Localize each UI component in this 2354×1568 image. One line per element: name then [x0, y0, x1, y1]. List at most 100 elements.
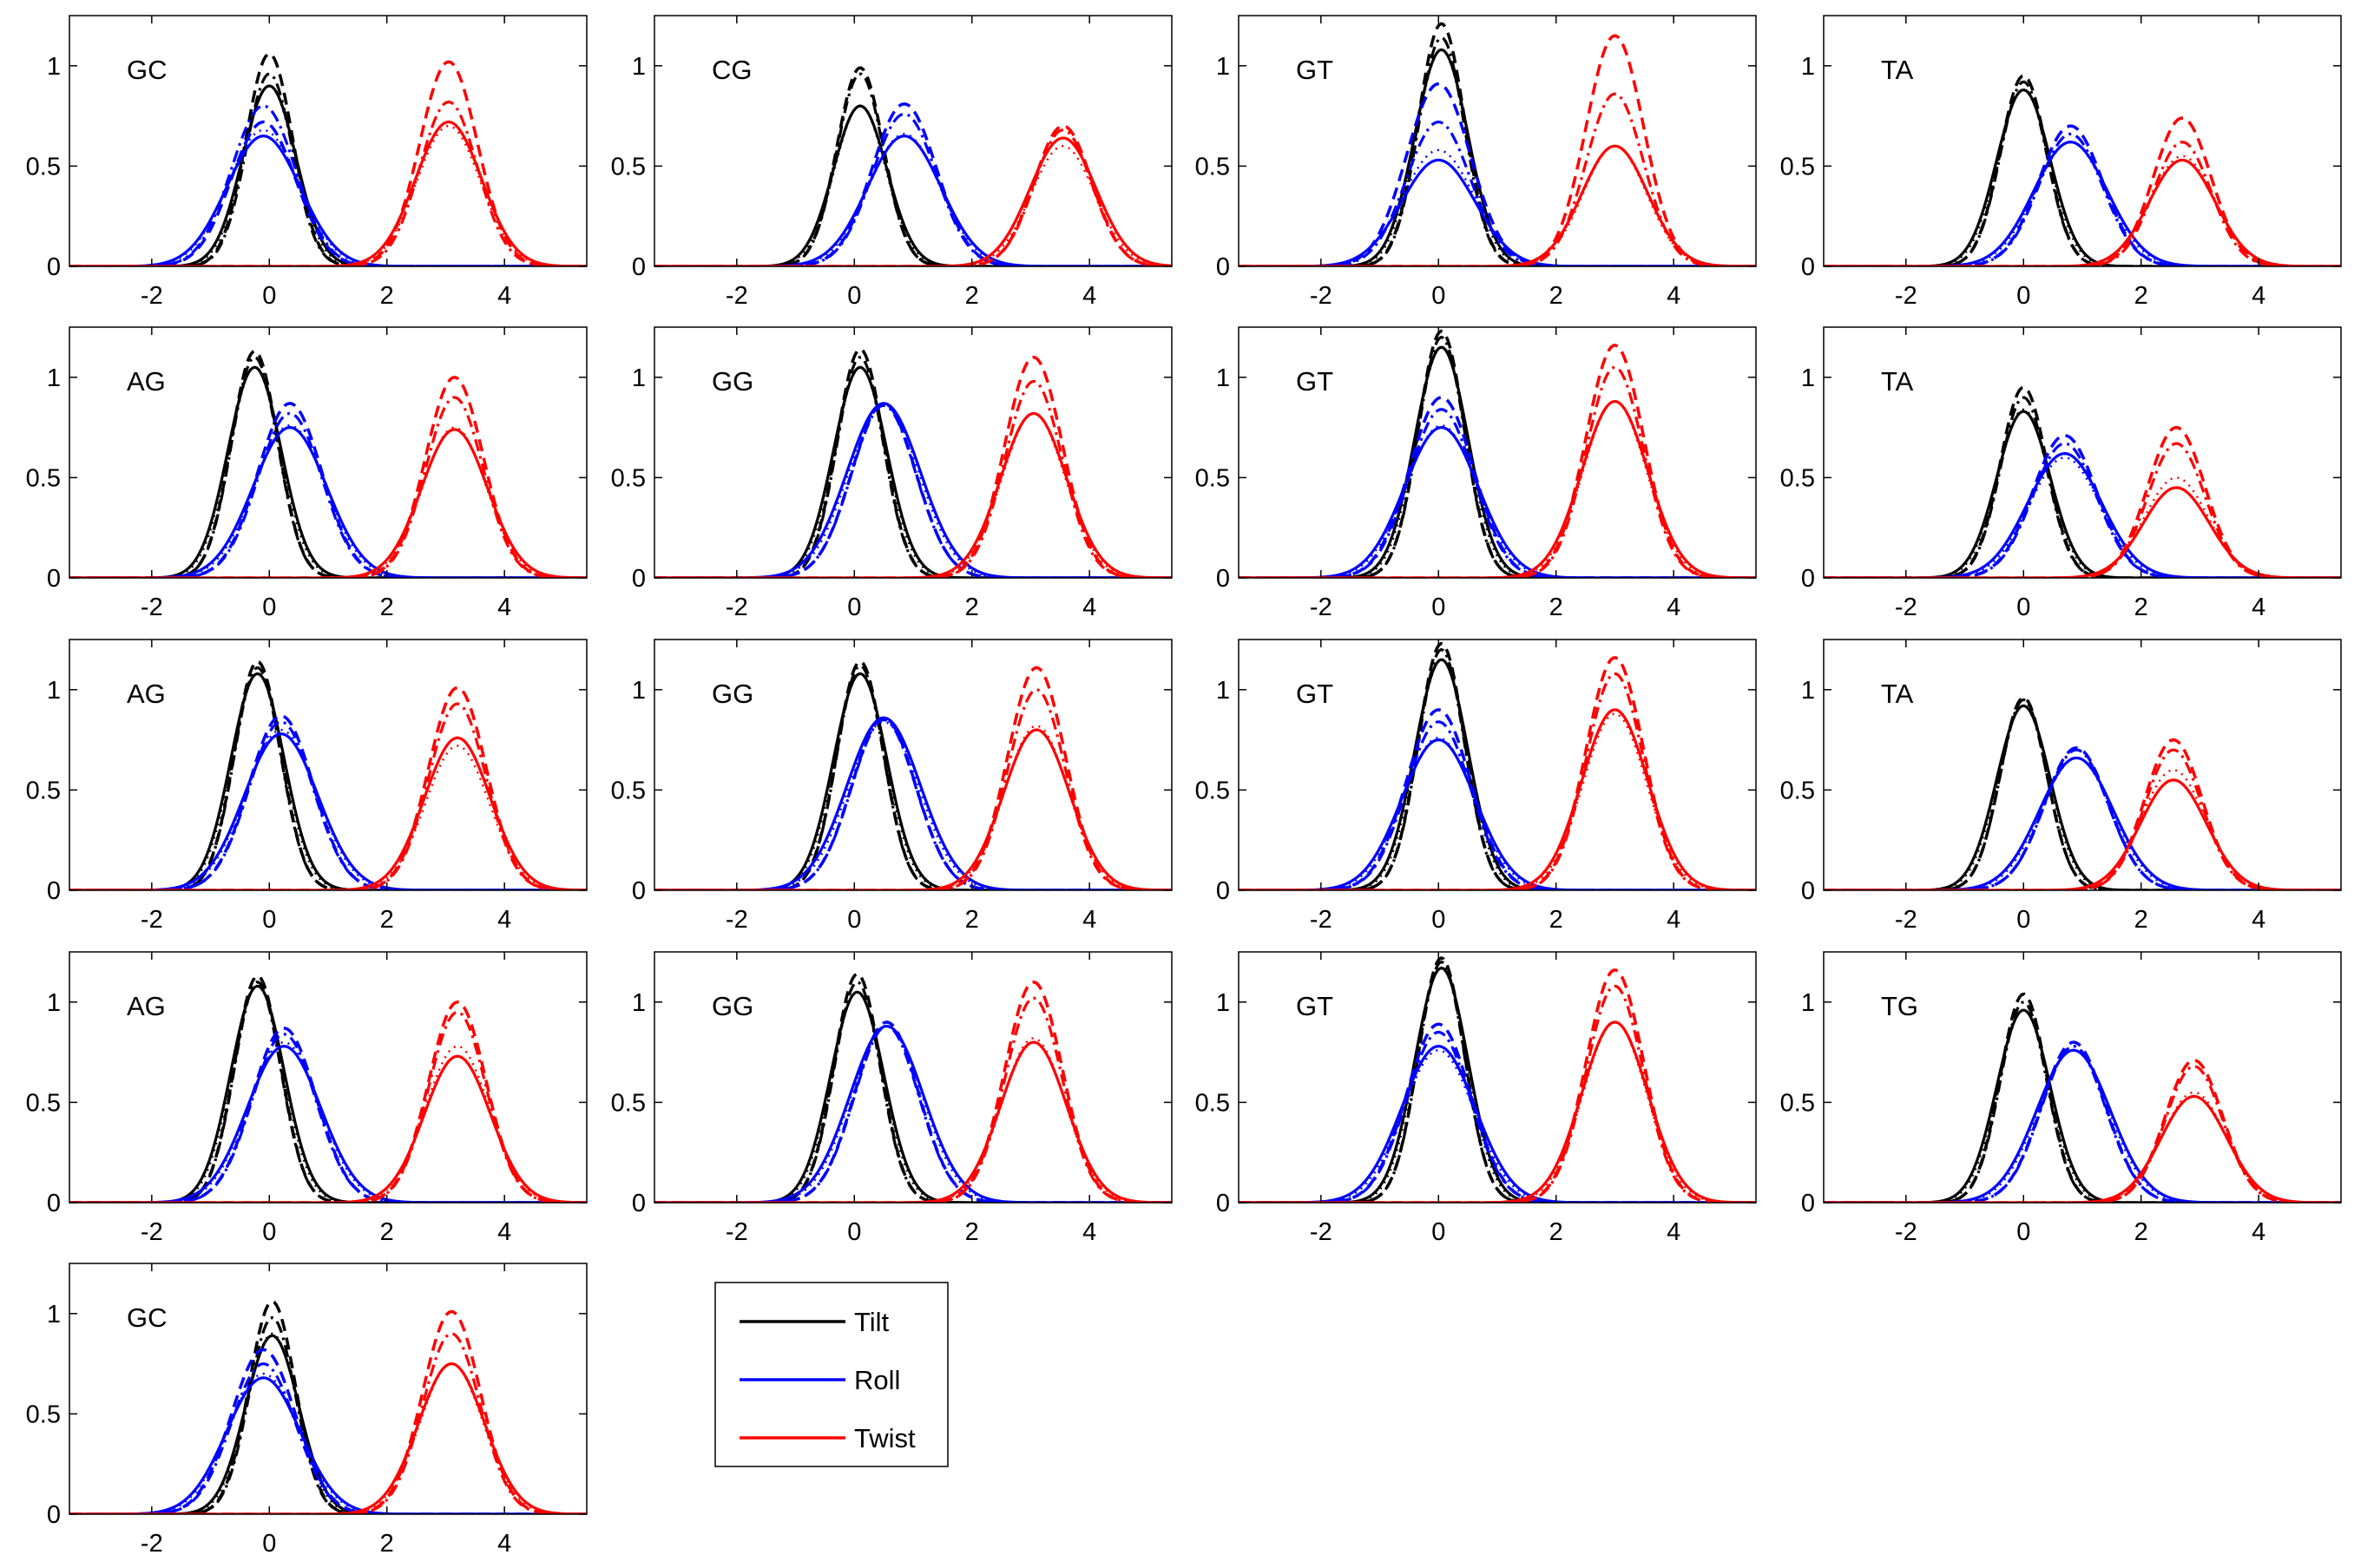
y-tick-label: 0.5 — [26, 153, 61, 180]
x-tick-label: 4 — [497, 1530, 511, 1558]
x-tick-label: -2 — [1895, 282, 1917, 310]
twist-dashed-curve — [69, 1000, 587, 1203]
tilt-dotted-curve — [1824, 1008, 2341, 1203]
twist-solid-curve — [654, 411, 1172, 578]
x-tick-label: -2 — [1895, 906, 1917, 934]
twist-dashed-curve — [69, 686, 587, 890]
plot-area — [1824, 696, 2341, 890]
x-tick-label: -2 — [726, 1218, 748, 1246]
tilt-dashed-curve — [1239, 329, 1756, 578]
tilt-dashed-curve — [1239, 641, 1756, 890]
x-tick-label: 2 — [1549, 1218, 1563, 1246]
y-tick-label: 1 — [1216, 53, 1230, 81]
panel-title: GT — [1296, 679, 1333, 709]
roll-dashed-curve — [1824, 1040, 2341, 1203]
x-tick-label: 2 — [380, 594, 394, 621]
tilt-dashed-curve — [1239, 956, 1756, 1203]
x-tick-label: 0 — [847, 1218, 861, 1246]
axes-box — [1238, 951, 1757, 1204]
subplot-1: -2 0 2 4 0 0.5 1 GC — [26, 15, 588, 310]
x-tick-label: 2 — [380, 906, 394, 934]
x-tick-label: 0 — [847, 906, 861, 934]
x-tick-label: 2 — [380, 1530, 394, 1558]
tilt-dashed-curve — [1824, 385, 2341, 578]
roll-dashdot-curve — [69, 1033, 587, 1203]
twist-dashdot-curve — [1824, 1065, 2341, 1203]
roll-dotted-curve — [654, 403, 1172, 578]
y-tick-label: 0.5 — [1780, 153, 1815, 180]
roll-dashed-curve — [1824, 434, 2341, 578]
x-tick-label: 0 — [2016, 906, 2030, 934]
x-tick-label: 2 — [380, 1218, 394, 1246]
panel-title: GG — [712, 679, 753, 709]
y-tick-label: 0 — [47, 565, 61, 593]
axes-box — [69, 326, 588, 579]
x-tick-label: 4 — [497, 906, 511, 934]
y-tick-label: 0 — [1801, 565, 1815, 593]
axes-box — [654, 639, 1173, 891]
x-tick-label: -2 — [726, 906, 748, 934]
plot-area — [654, 66, 1172, 266]
x-tick-label: 2 — [2134, 1218, 2148, 1246]
roll-dotted-curve — [1239, 737, 1756, 890]
legend: Tilt Roll Twist — [714, 1282, 949, 1467]
x-tick-label: 4 — [497, 1218, 511, 1246]
tilt-dashed-curve — [654, 972, 1172, 1203]
panel-title: GT — [1296, 991, 1333, 1021]
axes-box — [1238, 326, 1757, 579]
plot-area — [1824, 992, 2341, 1203]
x-tick-label: -2 — [141, 1218, 163, 1246]
x-tick-label: 4 — [497, 282, 511, 310]
roll-dashdot-curve — [1824, 442, 2341, 578]
tilt-dashed-curve — [654, 659, 1172, 890]
roll-dashdot-curve — [654, 403, 1172, 578]
subplot-15: -2 0 2 4 0 0.5 1 GT — [1195, 951, 1757, 1246]
y-tick-label: 1 — [1801, 53, 1815, 81]
roll-dashed-curve — [654, 402, 1172, 578]
y-tick-label: 1 — [47, 364, 61, 392]
twist-solid-curve — [69, 736, 587, 890]
x-tick-label: 0 — [262, 1218, 276, 1246]
tilt-dashed-curve — [654, 347, 1172, 578]
twist-solid-curve — [1824, 486, 2341, 578]
y-tick-label: 1 — [632, 677, 646, 705]
y-tick-label: 1 — [47, 1301, 61, 1329]
axes-box — [69, 15, 588, 267]
panel-title: GC — [127, 1302, 168, 1333]
twist-dashed-curve — [69, 376, 587, 578]
y-tick-label: 1 — [1216, 989, 1230, 1017]
plot-area — [1824, 385, 2341, 578]
x-tick-label: 2 — [965, 594, 979, 621]
tilt-dotted-curve — [1824, 408, 2341, 578]
axes-box — [69, 1263, 588, 1515]
y-tick-label: 0.5 — [611, 1089, 646, 1117]
x-tick-label: 0 — [1431, 906, 1445, 934]
axes-box — [1238, 15, 1757, 267]
roll-solid-curve — [69, 1045, 587, 1203]
x-tick-label: 0 — [1431, 282, 1445, 310]
tilt-dashdot-curve — [1824, 80, 2341, 266]
tilt-solid-curve — [1824, 1008, 2341, 1203]
x-tick-label: 0 — [262, 906, 276, 934]
panel-title: GC — [127, 55, 168, 85]
roll-dashdot-curve — [69, 411, 587, 578]
y-tick-label: 0 — [1216, 565, 1230, 593]
x-tick-label: 2 — [380, 282, 394, 310]
panel-title: TG — [1881, 991, 1918, 1021]
y-tick-label: 1 — [47, 677, 61, 705]
y-tick-label: 0 — [1216, 253, 1230, 281]
y-tick-label: 0.5 — [1195, 153, 1230, 180]
twist-dotted-curve — [69, 426, 587, 578]
x-tick-label: -2 — [1310, 282, 1332, 310]
x-tick-label: -2 — [1310, 1218, 1332, 1246]
roll-solid-curve — [1824, 1048, 2341, 1203]
panel-title: TA — [1881, 366, 1914, 397]
x-tick-label: 4 — [497, 594, 511, 621]
y-tick-label: 0.5 — [26, 1401, 61, 1428]
axes-box — [1238, 639, 1757, 891]
x-tick-label: 0 — [2016, 282, 2030, 310]
panel-title: GG — [712, 366, 753, 397]
axes-box — [69, 639, 588, 891]
x-tick-label: 4 — [1082, 594, 1096, 621]
